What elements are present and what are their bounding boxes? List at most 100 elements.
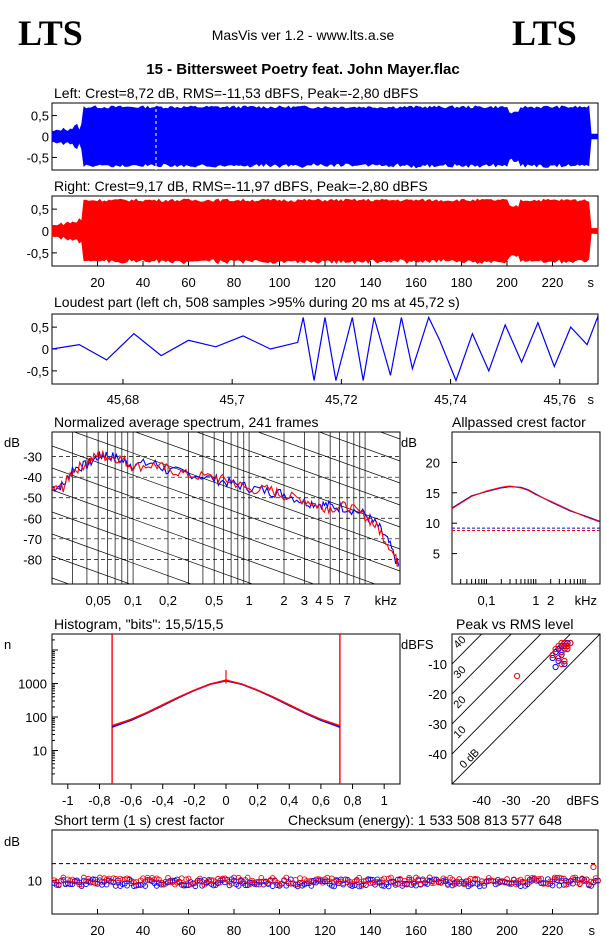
histogram-xtick-label: 0,2 xyxy=(249,793,267,808)
right-waveform-ytick-label: 0,5 xyxy=(31,202,49,217)
histogram-series-line xyxy=(111,679,341,727)
peak-rms-title: Peak vs RMS level xyxy=(456,616,573,632)
spectrum-diagonal-line xyxy=(195,432,400,506)
allpass-ytick-label: 5 xyxy=(433,547,440,562)
short-crest-point xyxy=(583,876,590,883)
peak-rms-diagonals xyxy=(452,634,600,784)
short-crest-point xyxy=(556,882,563,889)
short-crest-point xyxy=(90,876,96,883)
peak-rms-frame xyxy=(451,633,601,785)
spectrum-xtick-label: 7 xyxy=(343,593,350,608)
short-crest-xunit: s xyxy=(589,923,596,938)
allpass-ytick-label: 15 xyxy=(426,486,440,501)
short-crest-point xyxy=(110,875,117,882)
allpass-xtick-label: 2 xyxy=(547,593,554,608)
short-crest-point xyxy=(406,876,413,883)
short-crest-xtick-label: 140 xyxy=(360,923,382,938)
spectrum-xtick-label: 2 xyxy=(280,593,287,608)
checksum-text: Checksum (energy): 1 533 508 813 577 648 xyxy=(288,812,562,828)
peak-rms-diagonal-label: 30 xyxy=(452,664,469,681)
right-waveform-xtick-label: 200 xyxy=(496,275,518,290)
short-crest-title: Short term (1 s) crest factor xyxy=(54,812,225,828)
peak-rms-xunit: dBFS xyxy=(566,793,599,808)
short-crest-point xyxy=(547,878,554,885)
peak-rms-diagonal-label: 10 xyxy=(452,724,469,741)
left-waveform-ytick-label: 0 xyxy=(42,130,49,145)
short-crest-xtick-label: 60 xyxy=(181,923,195,938)
right-waveform-xtick-label: 140 xyxy=(360,275,382,290)
short-crest-point xyxy=(431,876,438,883)
short-crest-xtick-label: 160 xyxy=(405,923,427,938)
right-waveform-xunit: s xyxy=(588,275,595,290)
right-waveform-ytick-label: 0 xyxy=(42,224,49,239)
short-crest-point xyxy=(269,883,276,889)
short-crest-xtick-label: 180 xyxy=(451,923,473,938)
short-crest-point xyxy=(535,876,542,882)
short-crest-xtick-label: 20 xyxy=(90,923,104,938)
peak-rms-point xyxy=(549,651,556,659)
spectrum-diagonal-line xyxy=(256,432,400,484)
short-crest-xtick-label: 100 xyxy=(269,923,291,938)
short-crest-yunit: dB xyxy=(4,834,20,849)
short-crest-point xyxy=(235,883,242,889)
spectrum-diagonal-line xyxy=(52,511,254,584)
allpass-xunit: kHz xyxy=(575,593,597,608)
allpass-xtick-label: 1 xyxy=(532,593,539,608)
spectrum-ytick-label: -50 xyxy=(23,491,42,506)
right-waveform-ytick-label: -0,5 xyxy=(27,246,49,261)
left-waveform-title: Left: Crest=8,72 dB, RMS=-11,53 dBFS, Pe… xyxy=(54,85,418,101)
short-crest-point xyxy=(178,875,185,882)
histogram-xtick-label: 0,8 xyxy=(344,793,362,808)
spectrum-xunit: kHz xyxy=(375,593,397,608)
short-crest-point xyxy=(549,882,556,889)
spectrum-diagonal-line xyxy=(52,666,400,791)
histogram-yunit: n xyxy=(4,637,11,652)
spectrum-xtick-label: 0,5 xyxy=(205,593,223,608)
peak-rms-xtick-label: -40 xyxy=(472,793,491,808)
loudest-xtick-label: 45,72 xyxy=(325,392,358,407)
loudest-ytick-label: -0,5 xyxy=(27,364,49,379)
spectrum-yunit: dB xyxy=(4,435,20,450)
spectrum-frame xyxy=(51,431,401,585)
peak-rms-diagonal-line xyxy=(452,634,572,755)
histogram-ytick-label: 100 xyxy=(25,710,47,725)
allpass-series-line xyxy=(451,486,601,522)
peak-rms-point xyxy=(552,645,559,653)
right-waveform-xtick-label: 180 xyxy=(451,275,473,290)
left-waveform-ytick-label: 0,5 xyxy=(31,109,49,124)
short-crest-point xyxy=(124,882,130,889)
histogram-frame xyxy=(51,633,401,785)
peak-rms-yunit: dBFS xyxy=(401,637,434,652)
peak-rms-diagonal-label: 40 xyxy=(452,634,469,651)
short-crest-point xyxy=(504,876,510,882)
right-waveform-xtick-label: 80 xyxy=(227,275,241,290)
logo-left: LTS xyxy=(18,13,83,53)
peak-rms-point xyxy=(561,660,568,668)
histogram-xtick-label: -0,6 xyxy=(120,793,142,808)
histogram-xtick-label: 0,6 xyxy=(312,793,330,808)
histogram-xtick-label: -1 xyxy=(62,793,74,808)
right-waveform-xtick-label: 120 xyxy=(314,275,336,290)
spectrum-series-line xyxy=(52,449,399,567)
short-crest-point xyxy=(538,875,544,882)
short-crest-xtick-label: 220 xyxy=(542,923,564,938)
spectrum-xtick-label: 1 xyxy=(245,593,252,608)
spectrum-diagonal-line xyxy=(52,644,400,769)
short-crest-point xyxy=(472,875,479,882)
spectrum-xtick-label: 0,2 xyxy=(159,593,177,608)
peak-rms-xtick-label: -30 xyxy=(502,793,521,808)
histogram-series-line xyxy=(111,679,341,728)
spectrum-title: Normalized average spectrum, 241 frames xyxy=(54,414,319,430)
histogram-xtick-label: -0,4 xyxy=(152,793,174,808)
app-title: MasVis ver 1.2 - www.lts.a.se xyxy=(212,27,395,43)
short-crest-xtick-label: 40 xyxy=(136,923,150,938)
short-crest-point xyxy=(192,883,199,890)
spectrum-xtick-label: 0,1 xyxy=(124,593,142,608)
short-crest-point xyxy=(474,876,481,882)
allpass-title: Allpassed crest factor xyxy=(452,414,586,430)
peak-rms-point xyxy=(552,663,559,671)
spectrum-ytick-label: -40 xyxy=(23,470,42,485)
peak-rms-point xyxy=(555,654,562,662)
short-crest-point xyxy=(592,878,599,884)
short-crest-ytick-label: 10 xyxy=(28,873,42,888)
